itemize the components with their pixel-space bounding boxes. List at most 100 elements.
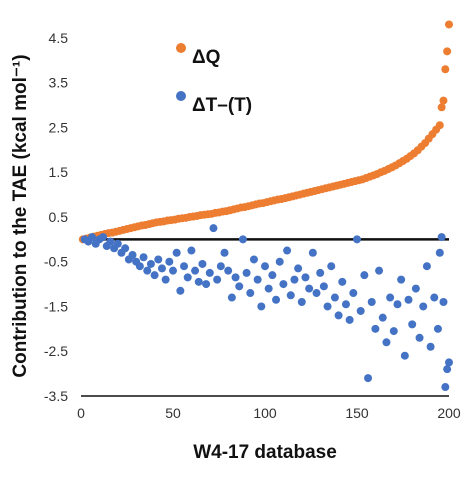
y-tick-label: 2.5 [49,119,69,135]
point-dt [323,302,332,311]
series-layer [78,20,453,392]
series-dt [80,224,453,392]
point-dt [216,262,225,271]
series-dq [78,20,453,244]
point-dt [187,246,196,255]
point-dt [341,300,350,309]
point-dt [135,262,144,271]
point-dt [443,365,452,374]
point-dt [430,293,439,302]
point-dt [246,289,255,298]
y-tick-label: 4.5 [49,30,69,46]
y-tick-label: -2.5 [44,343,68,359]
x-tick-label: 50 [165,405,181,421]
point-dt [242,268,251,277]
y-axis-title: Contribution to the TAE (kcal mol⁻¹) [10,54,31,377]
point-dt [235,282,244,291]
point-dt [393,300,402,309]
point-dt [364,374,373,383]
y-tick-label: -3.5 [44,388,68,404]
point-dt [146,259,155,268]
point-dt [106,237,115,246]
point-dt [308,248,317,257]
point-dq [435,121,444,130]
point-dt [290,275,299,284]
y-tick-label: -0.5 [44,254,68,270]
point-dt [264,284,273,293]
point-dt [253,275,262,284]
point-dt [294,264,303,273]
point-dt [257,302,266,311]
point-dt [139,253,148,262]
point-dt [169,266,177,275]
point-dt [371,324,380,333]
y-tick-label: 3.5 [49,75,69,91]
point-dt [99,233,108,242]
point-dt [301,273,310,282]
point-dt [88,233,97,242]
y-tick-label: -1.5 [44,298,68,314]
point-dq [445,20,453,29]
point-dt [378,313,387,322]
x-tick-label: 100 [253,405,277,421]
point-dt [419,302,428,311]
point-dt [191,266,200,275]
point-dt [422,262,431,271]
point-dt [435,248,444,257]
point-dt [176,286,185,295]
point-dt [209,224,218,233]
point-dt [150,271,159,280]
point-dt [249,255,258,264]
legend-label-dt: ΔT–(T) [192,95,252,116]
point-dt [227,293,236,302]
legend-marker-dt [176,91,186,101]
point-dt [404,295,413,304]
point-dt [437,233,446,242]
point-dt [238,235,247,244]
point-dt [316,268,325,277]
point-dt [433,324,442,333]
point-dt [128,251,137,259]
point-dt [272,295,281,304]
point-dt [356,306,365,315]
point-dt [400,351,409,360]
y-tick-label: 1.5 [49,164,69,180]
point-dt [297,298,306,306]
point-dt [286,291,295,300]
point-dt [319,282,328,291]
y-tick-label: 0.5 [49,209,69,225]
point-dt [231,273,240,282]
point-dt [283,246,292,255]
point-dt [334,311,343,320]
point-dt [154,255,163,264]
point-dt [312,289,321,298]
point-dq [437,103,446,112]
point-dt [330,293,339,302]
legend: ΔQ ΔT–(T) [176,43,252,116]
point-dt [165,257,174,266]
point-dt [268,271,277,280]
point-dt [220,248,229,257]
point-dt [408,320,417,329]
point-dt [180,262,189,271]
point-dt [375,266,384,275]
x-tick-label: 200 [437,405,461,421]
point-dt [205,268,214,277]
point-dt [389,327,398,336]
point-dt [161,275,170,284]
legend-marker-dq [176,43,186,53]
y-axis-ticks: 4.5 3.5 2.5 1.5 0.5 -0.5 -1.5 -2.5 -3.5 [44,30,68,404]
point-dt [305,284,314,293]
point-dt [397,275,406,284]
point-dt [194,277,203,286]
point-dt [213,275,222,284]
point-dq [443,47,452,56]
point-dt [353,235,361,244]
point-dt [275,257,284,266]
point-dt [198,259,207,268]
point-dt [261,262,269,271]
point-dt [426,342,435,351]
x-tick-label: 0 [77,405,85,421]
x-axis-title: W4-17 database [193,442,337,463]
